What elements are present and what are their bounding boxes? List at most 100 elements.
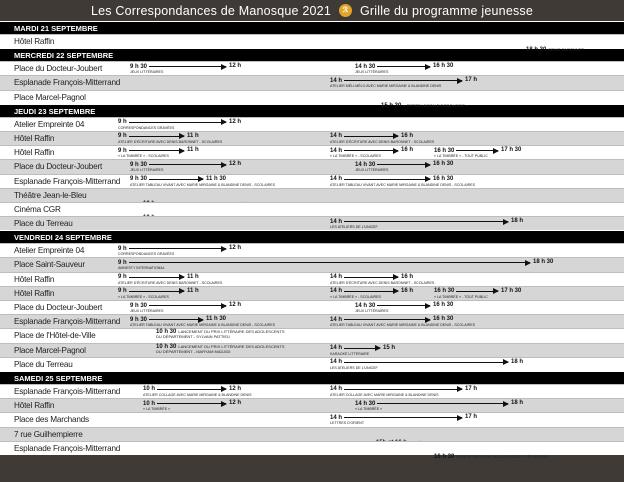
arrow-icon [128,133,186,140]
end-time: 12 h [229,400,242,407]
start-time: 9 h [118,288,127,295]
day-header: SAMEDI 25 SEPTEMBRE [0,370,624,384]
arrow-icon [377,400,509,407]
event-range: 14 h 15 h KARAOKÉ LITTÉRAIRE [330,345,395,357]
time-span: 10 h [143,386,228,393]
start-time: 14 h 30 [355,161,376,168]
end-time: 18 h [511,400,524,407]
arrow-icon [377,302,431,309]
schedule-row: Cinéma CGR10 h« PETIT POILU » [0,201,624,221]
event-label-2: DU DÉPARTEMENT - SYLVAIN PATTIEU [156,334,230,340]
place-name: Place du Docteur-Joubert [14,64,103,74]
schedule-row: Esplanade François-Mitterrand 9 h 30 11 h … [0,314,624,329]
event-range: 14 h 17 h LETTRES D'ORIENT [330,414,477,426]
event-range: 9 h 11 h ATELIER D'ÉCRITURE AVEC DENIS BAR… [118,133,222,145]
time-span: 14 h 30 [355,161,432,168]
time-span: 14 h [330,386,464,393]
arrow-icon [149,302,227,309]
end-time: 11 h [187,132,199,139]
end-time: 17 h 30 [501,147,522,154]
start-time: 14 h 30 [355,302,376,309]
event-range: 14 h 17 h ATELIER MÉLI-MÉLO AVEC MARIE MIR… [330,77,477,89]
schedule-row: Place du Terreau 14 h 18 h LES ATELIERS DE … [0,216,624,231]
event-label: ATELIER COLLAGE AVEC MARIE MIRGAINE & BL… [143,392,252,397]
day-header: MERCREDI 22 SEPTEMBRE [0,48,624,62]
start-time: 9 h 30 [130,302,148,309]
schedule-grid: MARDI 21 SEPTEMBRE Hôtel Raffin 18 h 30 DEN… [0,21,624,460]
event-label: LANCEMENT DU PRIX LITTÉRAIRE DES ADOLESC… [178,329,285,335]
start-time: 14 h [330,414,343,421]
end-time: 17 h 30 [501,287,522,294]
title-left: Les Correspondances de Manosque 2021 [90,3,331,18]
time-span: 9 h 30 [130,302,228,309]
end-time: 16 h [401,287,414,294]
event-time: 10 h 30 [156,329,177,336]
place-name: Place Marcel-Pagnol [14,345,86,355]
schedule-row: Place Marcel-Pagnol 15 h 30 « PETITE LEÇON… [0,89,624,109]
schedule-row: Hôtel Raffin 9 h 11 h « LA TIMBRÉE » - SCOL… [0,285,624,300]
event-label: « LA TIMBRÉE » [143,407,171,412]
arrow-icon [149,63,227,70]
start-time: 14 h [330,147,343,154]
arrow-icon [344,218,509,225]
event-range: 14 h 18 h LES ATELIERS DE L'UNICEF [330,359,523,371]
time-span: 14 h [330,218,510,225]
event-label: « LA TIMBRÉE » - SCOLAIRES [118,154,169,159]
time-span: 9 h [118,245,228,252]
start-time: 14 h [330,386,343,393]
schedule-row: Hôtel Raffin 9 h 11 h « LA TIMBRÉE » - SCOL… [0,145,624,160]
end-time: 12 h [229,385,242,392]
event-range: 10 h 12 h ATELIER COLLAGE AVEC MARIE MIRGA… [143,386,252,398]
event-label-2: DU DÉPARTEMENT - MARYAM MADJIDI [156,348,231,354]
arrow-icon [344,288,399,295]
start-time: 10 h [143,386,156,393]
start-time: 9 h 30 [130,316,148,323]
arrow-icon [128,274,186,281]
time-span: 14 h 30 [355,63,432,70]
end-time: 16 h [401,147,414,154]
place-name: Place du Terreau [14,219,73,229]
event-label: « LA TIMBRÉE » - TOUT PUBLIC [434,294,488,299]
schedule-row: Hôtel Raffin 18 h 30 DENIS BARONNET [0,34,624,53]
start-time: 9 h [118,119,127,126]
place-name: Atelier Empreinte 04 [14,119,85,129]
start-time: 9 h [118,133,127,140]
event-label: LANCEMENT DU PRIX LITTÉRAIRE DES ADOLESC… [178,343,285,349]
event-range: 16 h 30 17 h 30 « LA TIMBRÉE » - TOUT PUBL… [434,288,521,300]
arrow-icon [149,161,227,168]
place-name: Place Marcel-Pagnol [14,92,86,102]
start-time: 14 h [330,288,343,295]
event-point: 10 h 30 LANCEMENT DU PRIX LITTÉRAIRE DES … [156,329,285,339]
time-span: 16 h 30 [434,147,500,154]
time-span: 14 h [330,359,510,366]
event-range: 14 h 30 18 h « LA TIMBRÉE » [355,400,523,412]
event-label: ATELIER TABLEAU VIVANT AVEC MARIE MIRGAI… [330,323,475,328]
time-span: 14 h [330,176,432,183]
event-range: 9 h 11 h « LA TIMBRÉE » - SCOLAIRES [118,288,199,300]
schedule-row: Esplanade François-Mitterrand 16 h 30 REMI… [0,440,624,460]
arrow-icon [344,77,463,84]
event-label: ATELIER TABLEAU VIVANT AVEC MARIE MIRGAI… [330,182,475,187]
event-label: ATELIER COLLAGE AVEC MARIE MIRGAINE & BL… [330,392,439,397]
event-label: « LA TIMBRÉE » - SCOLAIRES [118,294,169,299]
time-span: 9 h [118,288,186,295]
place-name: Hôtel Raffin [14,274,55,284]
end-time: 16 h 30 [433,316,454,323]
start-time: 9 h [118,259,127,266]
event-label: KARAOKÉ LITTÉRAIRE [330,351,370,356]
start-time: 14 h [330,359,343,366]
start-time: 9 h [118,245,127,252]
event-range: 14 h 30 16 h 30 JEUX LITTÉRAIRES [355,161,453,173]
event-range: 9 h 12 h CORRESPONDANCES GRAVÉES [118,119,241,131]
start-time: 9 h 30 [130,176,148,182]
event-label: DENIS BARONNET [548,47,584,52]
arrow-icon [344,147,399,154]
end-time: 12 h [229,161,242,168]
place-name: Théâtre Jean-le-Bleu [14,190,87,200]
place-name: Atelier Empreinte 04 [14,246,85,256]
event-range: 14 h 16 h « LA TIMBRÉE » - SCOLAIRES [330,288,413,300]
event-range: 14 h 16 h ATELIER D'ÉCRITURE AVEC DENIS BA… [330,133,434,145]
place-name: Hôtel Raffin [14,401,55,411]
event-range: 14 h 16 h 30 ATELIER TABLEAU VIVANT AVEC M… [330,176,475,188]
arrow-icon [377,63,431,70]
